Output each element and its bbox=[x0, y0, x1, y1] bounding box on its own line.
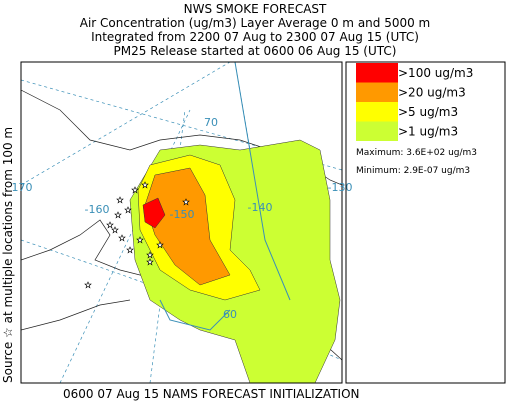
legend-swatch bbox=[356, 63, 398, 83]
grid-label: 70 bbox=[204, 116, 218, 129]
legend-max: Maximum: 3.6E+02 ug/m3 bbox=[356, 148, 477, 158]
footer: 0600 07 Aug 15 NAMS FORECAST INITIALIZAT… bbox=[63, 387, 360, 401]
legend-label: >5 ug/m3 bbox=[398, 105, 458, 119]
grid-label: -130 bbox=[328, 181, 353, 194]
plume-100 bbox=[142, 197, 166, 229]
legend-min: Minimum: 2.9E-07 ug/m3 bbox=[356, 166, 470, 176]
border bbox=[159, 299, 231, 331]
legend: >100 ug/m3 >20 ug/m3 >5 ug/m3 >1 ug/m3 bbox=[356, 63, 473, 141]
grid-label: 60 bbox=[223, 308, 237, 321]
subtitle: PM25 Release started at 0600 06 Aug 15 (… bbox=[114, 44, 397, 58]
grid-label: -150 bbox=[170, 208, 195, 221]
side-label: Source ☆ at multiple locations from 100 … bbox=[1, 127, 15, 383]
legend-label: >100 ug/m3 bbox=[398, 66, 473, 80]
title: NWS SMOKE FORECAST bbox=[184, 2, 327, 16]
legend-swatch bbox=[356, 102, 398, 122]
legend-label: >1 ug/m3 bbox=[398, 125, 458, 139]
grid-label: -140 bbox=[248, 201, 273, 214]
legend-swatch bbox=[356, 82, 398, 102]
legend-label: >20 ug/m3 bbox=[398, 86, 466, 100]
legend-frame bbox=[345, 61, 506, 384]
subtitle: Integrated from 2200 07 Aug to 2300 07 A… bbox=[91, 30, 419, 44]
subtitle: Air Concentration (ug/m3) Layer Average … bbox=[80, 16, 431, 30]
map-frame bbox=[20, 61, 343, 384]
grid-label: 170 bbox=[12, 181, 33, 194]
legend-swatch bbox=[356, 121, 398, 141]
grid-label: -160 bbox=[85, 203, 110, 216]
border bbox=[234, 62, 291, 301]
map bbox=[21, 62, 342, 383]
